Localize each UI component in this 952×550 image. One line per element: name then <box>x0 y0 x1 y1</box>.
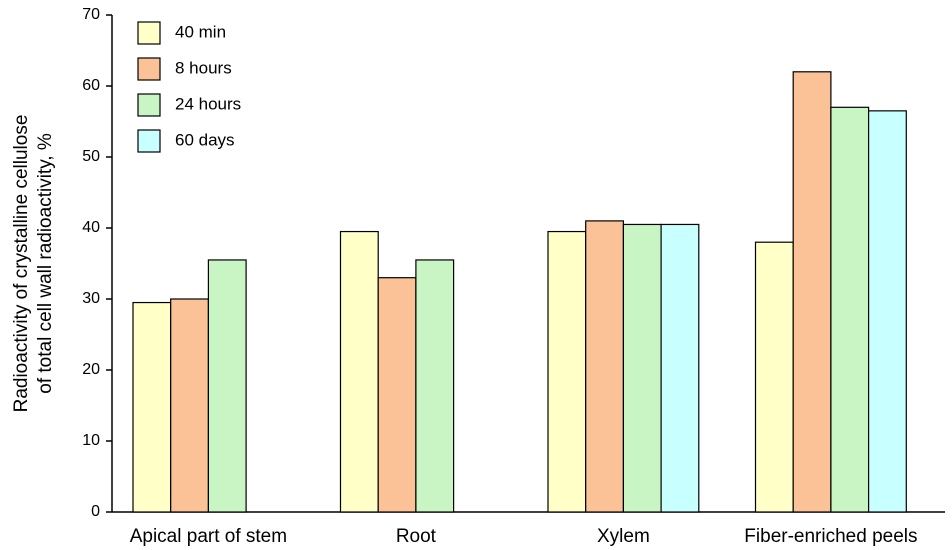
x-tick-label: Root <box>396 526 437 547</box>
x-tick-label: Fiber-enriched peels <box>744 526 917 547</box>
legend-label: 8 hours <box>175 58 232 77</box>
legend-swatch <box>137 93 161 117</box>
y-axis-label: Radioactivity of crystalline cellulose of… <box>11 115 56 413</box>
y-tick-label: 60 <box>82 77 100 94</box>
legend-swatch <box>137 57 161 81</box>
y-tick-label: 20 <box>82 361 100 378</box>
bar <box>547 230 587 513</box>
bar <box>132 301 172 513</box>
y-tick-label: 30 <box>82 290 100 307</box>
bar <box>377 277 417 513</box>
y-tick-label: 70 <box>82 6 100 23</box>
legend-swatch <box>137 21 161 45</box>
y-tick-label: 50 <box>82 148 100 165</box>
y-tick-label: 10 <box>82 432 100 449</box>
legend-swatch <box>137 129 161 153</box>
legend-label: 24 hours <box>175 94 241 113</box>
bar <box>754 241 794 513</box>
bar <box>585 220 625 513</box>
y-axis-label-line: of total cell wall radioactivity, % <box>35 133 56 394</box>
bar <box>792 71 832 513</box>
bar <box>830 106 870 513</box>
bar <box>415 259 455 513</box>
bar <box>339 230 379 513</box>
x-tick-label: Xylem <box>597 526 650 547</box>
bar <box>622 223 662 513</box>
bar <box>660 223 700 513</box>
legend-label: 40 min <box>175 22 226 41</box>
y-axis-label-line: Radioactivity of crystalline cellulose <box>11 115 32 413</box>
bar <box>867 110 907 513</box>
x-tick-label: Apical part of stem <box>130 526 287 547</box>
bar <box>170 298 209 513</box>
legend-label: 60 days <box>175 130 235 149</box>
bar <box>207 259 247 513</box>
y-tick-label: 40 <box>82 219 100 236</box>
y-tick-label: 0 <box>91 503 100 520</box>
